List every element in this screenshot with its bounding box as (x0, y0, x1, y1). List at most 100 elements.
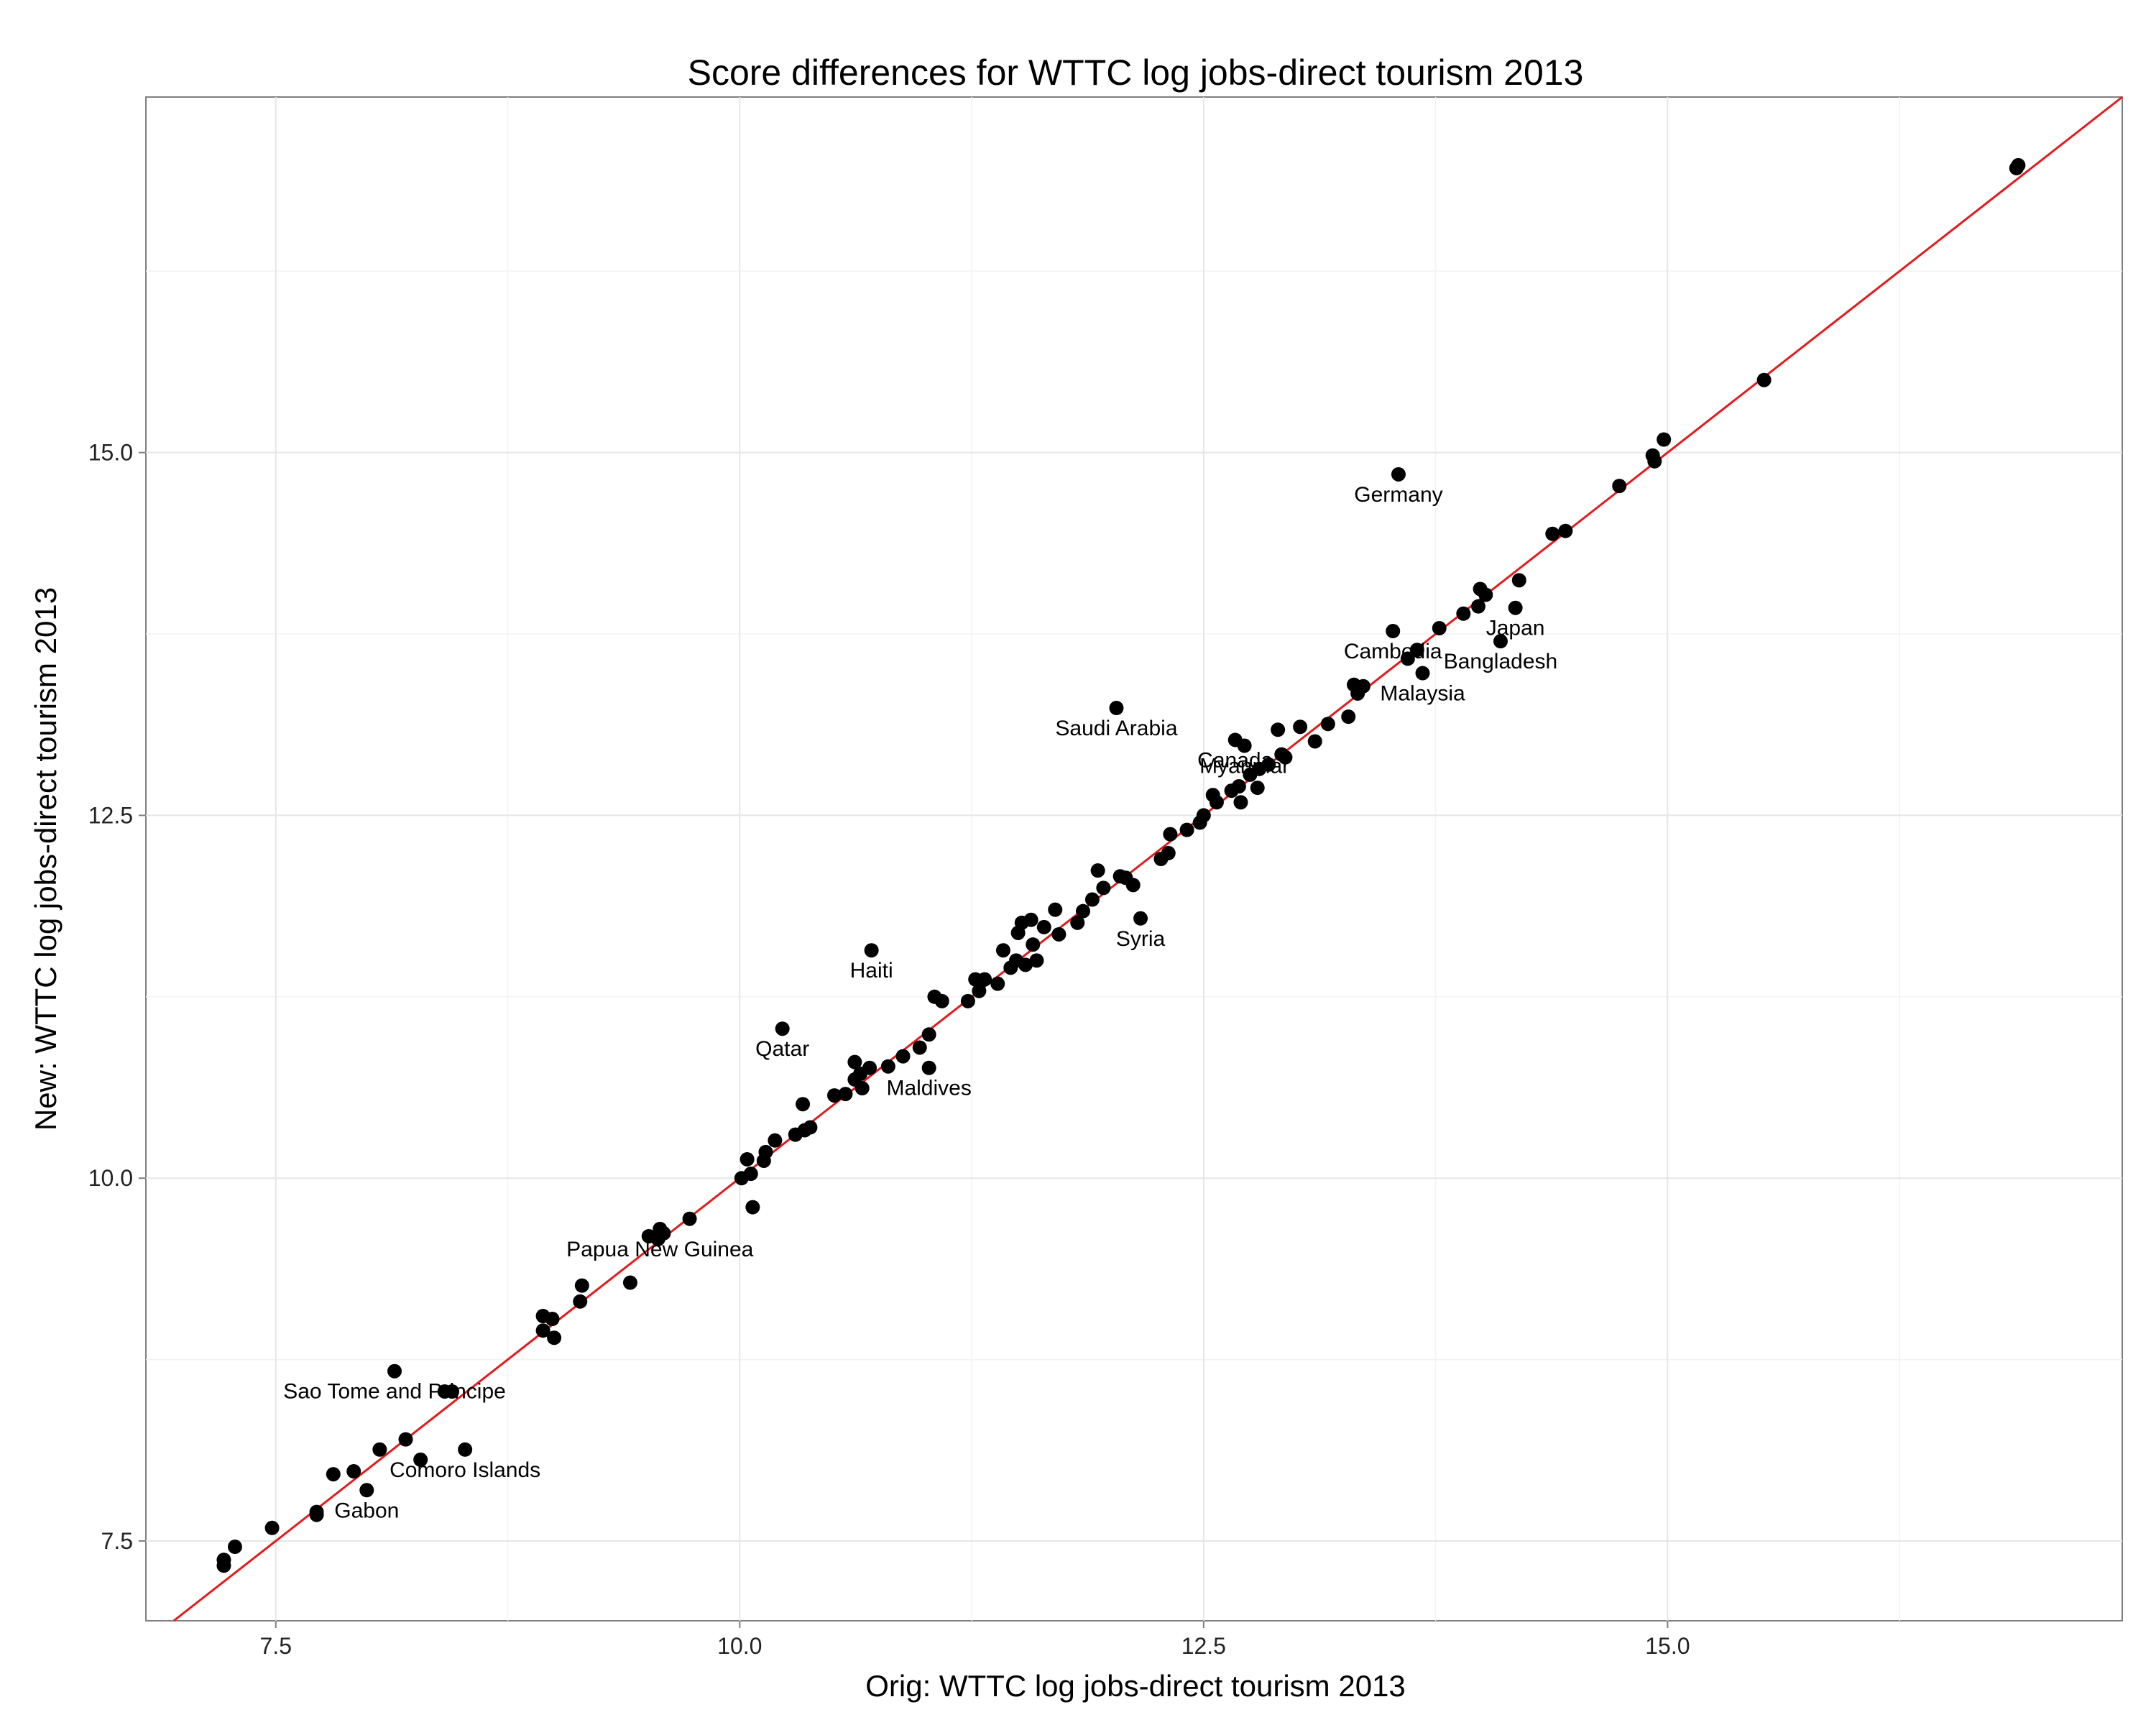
data-point (1657, 432, 1672, 447)
data-point (921, 1060, 936, 1075)
data-point (458, 1442, 473, 1457)
point-label: Cambodia (1344, 640, 1442, 663)
data-point (1545, 526, 1560, 541)
data-point (1109, 701, 1124, 716)
data-point (1048, 902, 1063, 917)
point-label: Japan (1486, 617, 1545, 640)
data-point (743, 1167, 758, 1182)
data-point (1250, 781, 1265, 796)
data-point (1179, 822, 1194, 837)
point-label: Malaysia (1380, 682, 1465, 706)
data-point (803, 1120, 818, 1135)
data-point (960, 993, 975, 1008)
x-axis-label: Orig: WTTC log jobs-direct tourism 2013 (865, 1669, 1406, 1703)
data-point (1400, 651, 1415, 666)
data-point (1470, 599, 1485, 614)
data-point (768, 1133, 783, 1148)
data-point (1090, 863, 1105, 878)
data-point (1511, 573, 1526, 588)
point-label: Maldives (886, 1077, 971, 1100)
data-point (535, 1323, 550, 1338)
data-point (1023, 912, 1038, 927)
data-point (977, 972, 992, 987)
data-point (1293, 719, 1308, 735)
data-point (838, 1087, 853, 1102)
data-point (1756, 372, 1772, 387)
data-point (445, 1384, 460, 1399)
data-point (1084, 892, 1100, 907)
data-point (1029, 953, 1044, 968)
y-tick-label: 12.5 (88, 802, 133, 828)
data-point (895, 1049, 911, 1064)
data-point (921, 1027, 936, 1042)
data-point (826, 1088, 842, 1103)
point-label: Saudi Arabia (1055, 717, 1177, 740)
data-point (934, 993, 949, 1008)
data-point (398, 1432, 413, 1447)
data-point (1409, 643, 1424, 658)
data-point (1391, 466, 1406, 482)
x-tick-label: 12.5 (1181, 1633, 1226, 1659)
y-axis-label: New: WTTC log jobs-direct tourism 2013 (29, 587, 63, 1131)
data-point (912, 1040, 927, 1055)
y-tick-label: 7.5 (101, 1528, 133, 1554)
identity-line (172, 96, 2123, 1622)
data-point (995, 943, 1010, 958)
data-point (227, 1540, 242, 1555)
data-point (1018, 957, 1033, 972)
data-point (1163, 827, 1178, 842)
data-point (1386, 624, 1401, 639)
data-point (1233, 795, 1248, 810)
data-point (1355, 678, 1370, 694)
data-point (1415, 666, 1430, 681)
reference-line-layer (172, 96, 2123, 1622)
y-tick-label: 15.0 (88, 440, 133, 466)
data-point (1161, 845, 1176, 860)
data-point (1278, 750, 1293, 765)
data-point (864, 943, 879, 958)
data-point (847, 1054, 862, 1070)
data-point (1478, 587, 1493, 602)
data-point (1341, 709, 1356, 724)
data-point (573, 1294, 588, 1309)
data-point (796, 1097, 811, 1112)
data-point (1261, 757, 1276, 772)
point-label: Gabon (334, 1499, 399, 1522)
data-point (309, 1504, 324, 1519)
point-label: Qatar (755, 1037, 809, 1061)
data-point (574, 1278, 589, 1293)
x-tick-label: 7.5 (260, 1633, 292, 1659)
data-point (740, 1151, 755, 1167)
data-point (264, 1520, 280, 1535)
data-point (990, 976, 1005, 991)
data-point (372, 1442, 387, 1457)
data-point (1493, 634, 1508, 649)
y-axis: 7.5 10.0 12.5 15.0 (88, 440, 146, 1554)
data-point (1307, 734, 1322, 749)
point-label: Papua New Guinea (566, 1238, 753, 1261)
data-point (1209, 795, 1224, 810)
point-label: Sao Tome and Principe (283, 1380, 506, 1404)
data-point (880, 1059, 895, 1074)
data-point (1456, 606, 1471, 621)
grid-layer (146, 97, 2122, 1621)
data-point (2011, 157, 2026, 172)
point-label: Bangladesh (1444, 650, 1557, 673)
point-label: Comoro Islands (390, 1458, 540, 1482)
points-layer (216, 157, 2026, 1573)
data-point (547, 1330, 562, 1346)
data-point (359, 1483, 374, 1498)
x-tick-label: 15.0 (1645, 1633, 1690, 1659)
data-point (1508, 600, 1523, 615)
point-label: Haiti (850, 959, 893, 983)
data-point (1237, 738, 1252, 753)
data-point (1026, 937, 1041, 952)
data-point (854, 1081, 870, 1096)
data-point (1271, 722, 1286, 737)
point-label: Canada (1197, 748, 1273, 772)
data-point (758, 1144, 773, 1159)
data-point (326, 1467, 341, 1482)
data-point (862, 1060, 877, 1075)
data-point (1320, 717, 1335, 732)
data-point (656, 1225, 671, 1241)
